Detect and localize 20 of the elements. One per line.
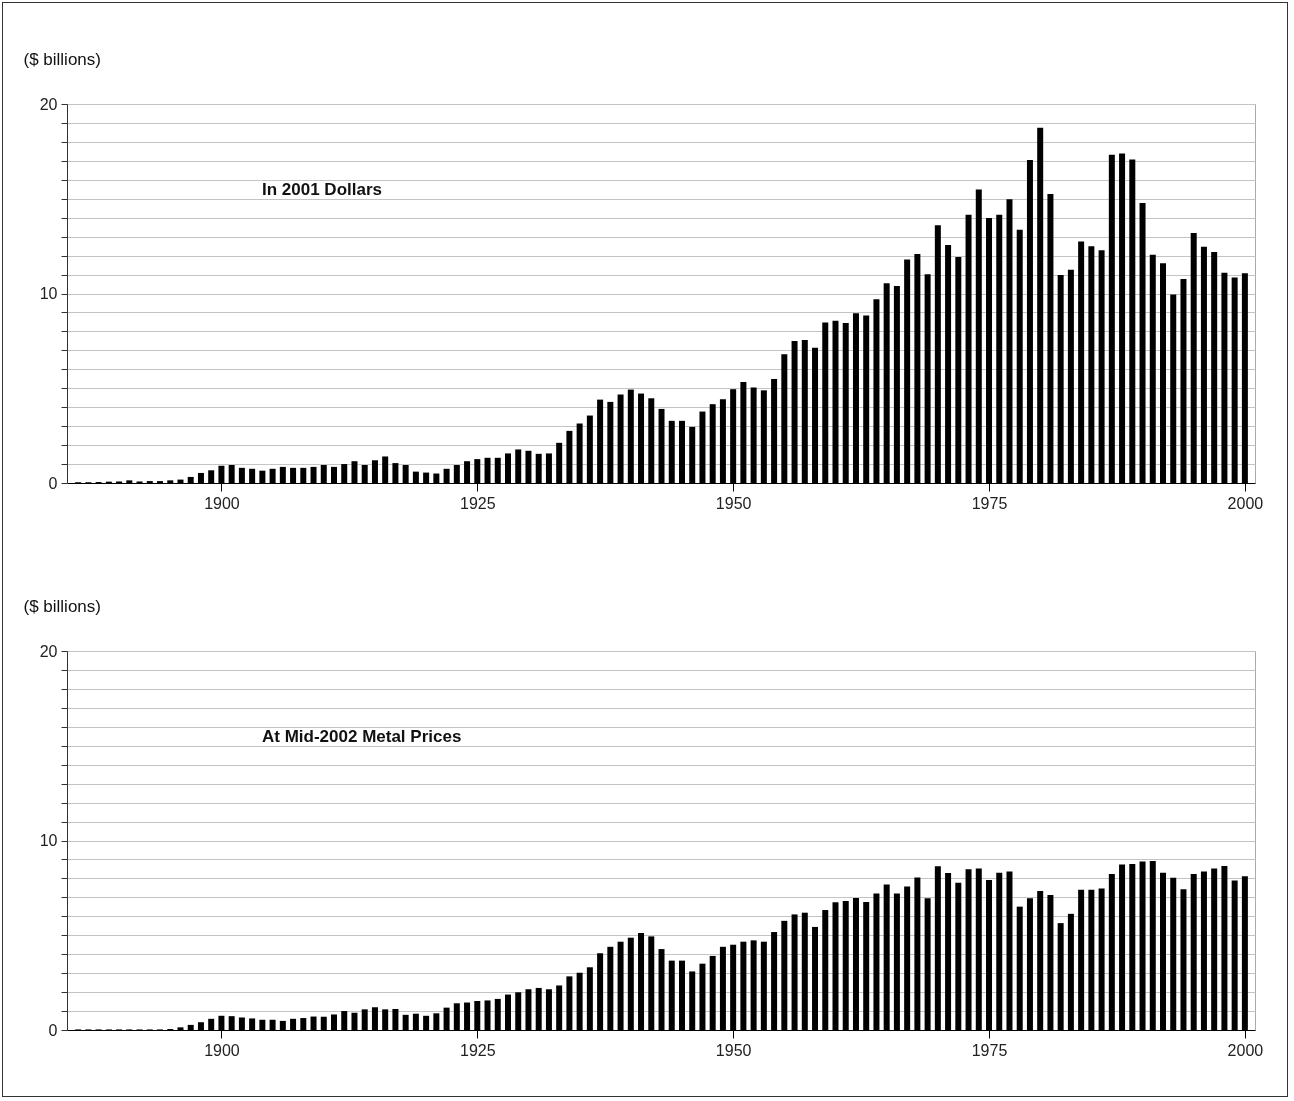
x-tick-label: 1900 <box>204 494 240 512</box>
x-tick-label: 1950 <box>715 494 752 512</box>
annotation: At Mid-2002 Metal Prices <box>262 727 462 746</box>
annotation: In 2001 Dollars <box>262 180 383 199</box>
x-tick-label: 1925 <box>459 1041 496 1059</box>
y-axis-title: ($ billions) <box>23 596 101 616</box>
y-tick-label: 10 <box>39 832 58 849</box>
x-tick-label: 1900 <box>204 1041 240 1059</box>
x-tick-label: 1975 <box>971 494 1008 512</box>
x-tick-label: 1975 <box>971 1041 1008 1059</box>
y-tick-label: 20 <box>39 95 58 113</box>
y-tick-label: 0 <box>48 474 58 492</box>
y-tick-label: 20 <box>39 642 58 660</box>
y-tick-label: 10 <box>39 285 58 302</box>
x-tick-label: 1950 <box>715 1041 752 1059</box>
x-tick-label: 2000 <box>1227 494 1264 512</box>
x-tick-label: 2000 <box>1227 1041 1264 1059</box>
y-axis-title: ($ billions) <box>23 49 101 69</box>
x-tick-label: 1925 <box>459 494 496 512</box>
y-tick-label: 0 <box>48 1021 58 1039</box>
